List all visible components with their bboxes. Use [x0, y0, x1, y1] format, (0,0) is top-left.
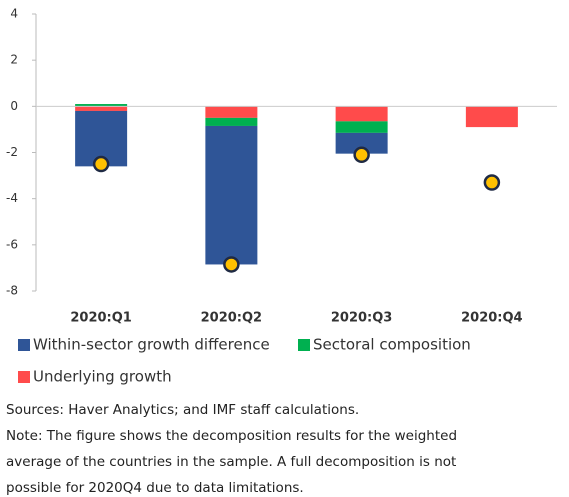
bar-segment — [335, 106, 388, 122]
legend-swatch — [298, 339, 310, 351]
note: Note: The figure shows the decomposition… — [6, 428, 457, 444]
y-tick-label: -8 — [6, 284, 18, 298]
total-marker — [483, 174, 501, 191]
total-marker — [223, 256, 240, 273]
total-marker — [92, 155, 110, 173]
legend-label: Sectoral composition — [313, 336, 471, 354]
bar-segment — [335, 132, 388, 154]
bar-segment — [465, 106, 518, 128]
y-tick-label: -4 — [6, 191, 18, 205]
y-tick-label: 2 — [10, 53, 18, 67]
legend-swatch — [18, 339, 30, 351]
bar-segment — [75, 106, 128, 111]
bar-segment — [335, 121, 388, 133]
bar-segment — [75, 104, 128, 107]
total-marker — [353, 146, 370, 164]
bar-segment — [205, 125, 258, 265]
legend-label: Within-sector growth difference — [33, 336, 270, 354]
note: average of the countries in the sample. … — [6, 454, 456, 470]
x-tick-label: 2020:Q2 — [201, 311, 262, 326]
note: Sources: Haver Analytics; and IMF staff … — [6, 402, 359, 418]
x-tick-label: 2020:Q4 — [461, 311, 522, 326]
legend-label: Underlying growth — [33, 368, 172, 386]
y-tick-label: 4 — [10, 7, 18, 21]
note: possible for 2020Q4 due to data limitati… — [6, 480, 304, 496]
y-tick-label: 0 — [10, 99, 18, 113]
y-tick-label: -6 — [6, 237, 18, 251]
x-tick-label: 2020:Q1 — [70, 311, 131, 326]
x-tick-label: 2020:Q3 — [331, 311, 392, 326]
bar-segment — [205, 117, 258, 126]
bar-segment — [205, 106, 258, 118]
y-tick-label: -2 — [6, 145, 18, 159]
legend-swatch — [18, 371, 30, 383]
